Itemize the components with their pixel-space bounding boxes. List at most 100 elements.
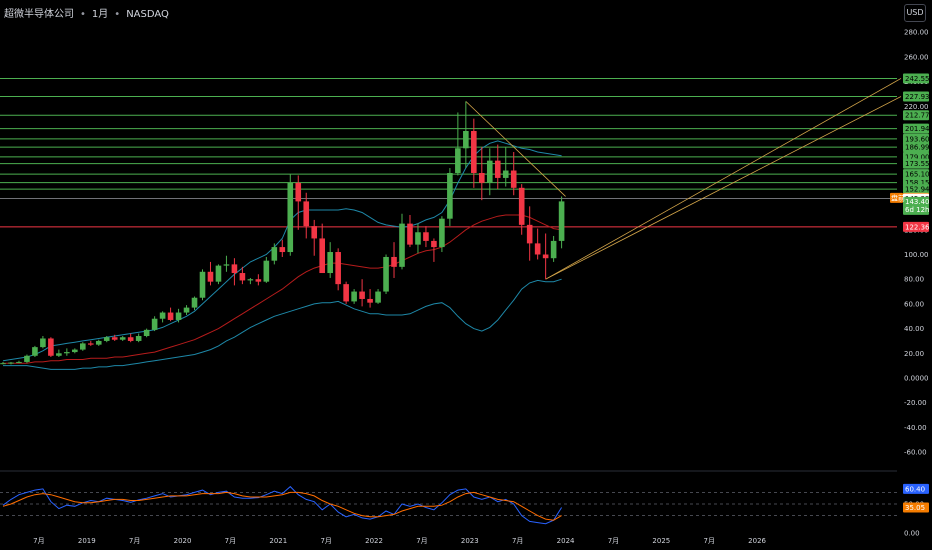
candle xyxy=(271,243,278,265)
candle-body xyxy=(183,307,190,313)
candle xyxy=(24,354,30,364)
header-dot: • xyxy=(114,9,121,20)
candle-body xyxy=(271,247,278,261)
candle xyxy=(471,118,477,188)
candle-body xyxy=(191,297,198,308)
candle-body xyxy=(534,243,541,255)
candle xyxy=(415,223,421,254)
candle-body xyxy=(351,291,357,302)
candle-body xyxy=(175,312,182,320)
price-tag xyxy=(903,502,929,513)
header-dot: • xyxy=(80,9,86,20)
y-tick-label: -60.00 xyxy=(904,449,927,457)
x-tick-label: 7月 xyxy=(33,537,44,545)
candle-body xyxy=(255,279,262,282)
price-tag xyxy=(903,483,929,494)
candle xyxy=(191,296,198,311)
candle-body xyxy=(0,363,6,365)
candle xyxy=(439,216,445,253)
candle xyxy=(526,206,533,261)
price-tag xyxy=(903,91,929,102)
candle-body xyxy=(447,172,453,219)
candle-body xyxy=(415,232,421,245)
currency-button[interactable]: USD xyxy=(904,4,926,22)
x-tick-label: 7月 xyxy=(703,537,714,545)
candle xyxy=(455,112,461,176)
price-tag xyxy=(903,184,929,195)
price-tag xyxy=(903,110,929,121)
candle-body xyxy=(279,247,286,253)
bollinger-lower-line xyxy=(3,278,562,370)
candle xyxy=(502,147,509,187)
candle-body xyxy=(247,279,254,281)
candle-body xyxy=(8,362,14,364)
candle xyxy=(295,175,302,230)
candle xyxy=(143,328,150,338)
candle xyxy=(87,340,94,346)
candle-body xyxy=(494,160,501,178)
candle xyxy=(167,307,174,322)
y-tick-label: -20.00 xyxy=(904,399,927,407)
x-tick-label: 2023 xyxy=(461,537,479,545)
candle xyxy=(494,144,501,190)
price-tag-label: 152.94 xyxy=(905,186,930,194)
candle-body xyxy=(383,256,389,292)
interval-label[interactable]: 1月 xyxy=(91,9,109,20)
candle xyxy=(0,361,6,365)
price-tag xyxy=(903,133,929,144)
candle xyxy=(375,289,381,304)
candle-body xyxy=(16,361,22,363)
candle-body xyxy=(151,318,158,330)
price-tag-label: 179.00 xyxy=(905,153,930,161)
candle xyxy=(327,242,333,278)
candle-body xyxy=(518,187,525,225)
candle-body xyxy=(263,260,270,282)
x-tick-label: 7月 xyxy=(225,537,236,545)
last-price-value: 143.40 xyxy=(905,198,930,206)
price-tag-label: 193.60 xyxy=(905,135,930,143)
y-tick-label: 60.00 xyxy=(904,300,924,308)
candle-body xyxy=(550,240,557,259)
symbol-title[interactable]: 超微半导体公司 xyxy=(4,9,74,20)
price-tag-label: 212.77 xyxy=(905,112,930,120)
price-tag xyxy=(903,169,929,180)
candle xyxy=(510,151,517,196)
price-tag-label: 122.36 xyxy=(905,223,930,231)
candle xyxy=(287,174,294,256)
price-tag-label: 242.55 xyxy=(905,75,930,83)
candle xyxy=(247,277,254,285)
x-tick-label: 2022 xyxy=(365,537,383,545)
candle xyxy=(80,342,86,351)
candle xyxy=(151,316,158,332)
candle xyxy=(447,168,453,227)
premarket-label: 盘前 xyxy=(891,193,905,202)
candle xyxy=(231,258,238,286)
price-tag-label: 186.99 xyxy=(905,144,930,152)
candle-body xyxy=(486,160,493,183)
rsi-y-tick-label: 0.00 xyxy=(904,530,920,538)
candle-body xyxy=(48,338,54,356)
candle-body xyxy=(24,355,30,362)
candle xyxy=(399,213,405,270)
y-tick-label: 220.00 xyxy=(904,103,929,111)
x-tick-label: 2020 xyxy=(174,537,192,545)
candle xyxy=(135,333,142,343)
candle-body xyxy=(135,336,142,341)
candle-body xyxy=(359,291,365,299)
candle-body xyxy=(95,340,102,345)
candle xyxy=(383,254,389,295)
candle-body xyxy=(311,226,318,239)
candle xyxy=(542,233,549,280)
candle-body xyxy=(32,347,38,356)
candle-body xyxy=(526,224,533,244)
candle xyxy=(111,334,118,341)
y-tick-label: 40.00 xyxy=(904,325,924,333)
candle xyxy=(343,281,349,304)
price-tag-label: 60.40 xyxy=(905,485,925,493)
price-tag-label: 201.94 xyxy=(905,125,930,133)
candle-body xyxy=(64,352,70,354)
candle-body xyxy=(223,264,230,266)
price-tag xyxy=(903,142,929,153)
candle-body xyxy=(510,170,517,188)
